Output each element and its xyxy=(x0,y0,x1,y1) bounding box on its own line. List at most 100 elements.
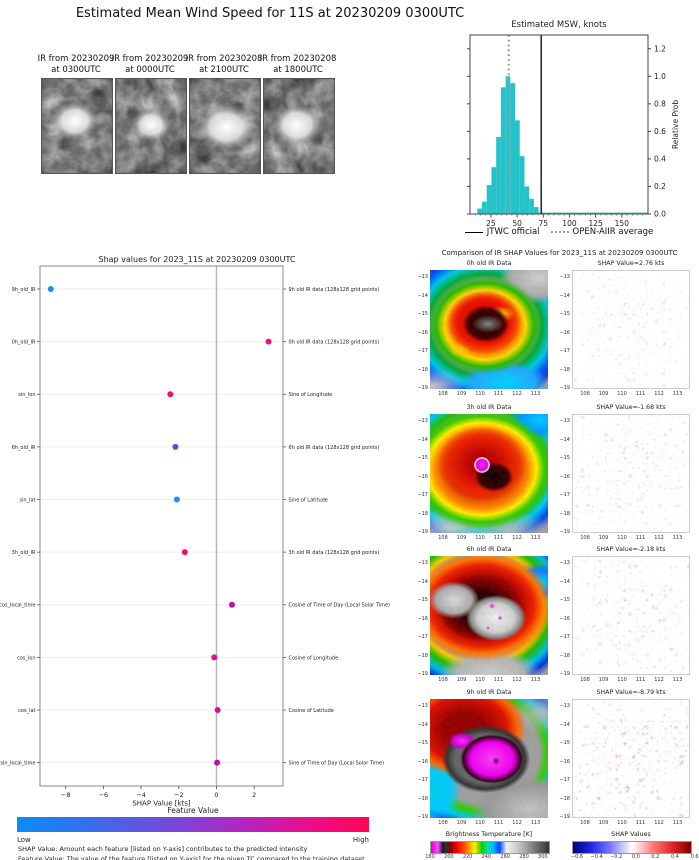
y-tick-label: −18 xyxy=(559,510,570,517)
shap-colorbar-tick-label: 0.6 xyxy=(690,854,699,860)
y-tick-label: 0.6 xyxy=(654,127,666,136)
bt-colorbar-tick-label: 220 xyxy=(462,854,473,860)
histogram-legend: JTWC official OPEN-AIIR average xyxy=(434,227,684,237)
ir-data-title: 9h old IR Data xyxy=(466,689,512,696)
blue-speckle-center xyxy=(573,700,689,817)
feature-name: sin_lat xyxy=(19,497,35,503)
x-tick-label: −6 xyxy=(99,791,109,799)
shap-value-title: SHAP Value=2.76 kts xyxy=(597,260,665,267)
y-tick-label: −14 xyxy=(559,578,570,585)
histogram-bar xyxy=(524,186,530,214)
y-tick-label: −15 xyxy=(559,597,570,603)
y-tick-label: −14 xyxy=(417,292,428,299)
shap-colorbar xyxy=(572,841,692,854)
histogram-bar xyxy=(482,201,487,214)
feature-description: 3h old IR data (128x128 grid points) xyxy=(289,550,380,556)
x-tick-label: 113 xyxy=(530,391,541,397)
shap-value-dot xyxy=(214,707,221,714)
histogram-bar xyxy=(529,198,534,214)
ir-shap-comparison-area: 0h old IR Data SHAP Value=2.76 kts 108 109 1… xyxy=(417,258,699,860)
x-tick-label: 112 xyxy=(512,677,522,683)
ir-data-plot xyxy=(430,556,548,675)
shap-noise-svg xyxy=(573,700,689,817)
shap-colorbar-tick-label: −0.2 xyxy=(610,854,623,860)
grain-noise xyxy=(430,556,548,675)
bt-colorbar-tick-label: 300 xyxy=(538,854,548,860)
bt-colorbar-tick-label: 180 xyxy=(425,854,435,860)
histogram-title: Estimated MSW, knots xyxy=(511,20,607,30)
feature-name: sin_local_time xyxy=(0,761,35,767)
bt-colorbar-tick-label: 260 xyxy=(500,854,510,860)
ir-thumbnail-image xyxy=(189,78,261,174)
y-tick-label: −17 xyxy=(417,492,428,498)
shap-value-dot xyxy=(228,601,235,608)
ir-data-plot xyxy=(430,414,548,533)
x-tick-label: 0 xyxy=(214,791,218,799)
caption-line2: at 0000UTC xyxy=(125,64,175,75)
y-tick-label: 1.0 xyxy=(654,72,666,81)
blue-speckle-center xyxy=(573,557,689,674)
y-tick-label: −13 xyxy=(417,274,428,280)
x-tick-label: 112 xyxy=(654,820,664,826)
y-tick-label: −16 xyxy=(559,329,570,336)
caption-line1: IR from 20230209 xyxy=(111,54,189,64)
ir-data-title: 3h old IR Data xyxy=(466,404,512,411)
shap-plot-title: Shap values for 2023_11S at 20230209 030… xyxy=(99,255,296,264)
ir-thumbnail-caption: IR from 20230209 at 0300UTC xyxy=(31,54,121,75)
x-tick-label: 113 xyxy=(672,677,683,683)
feature-name: 3h_old_IR xyxy=(12,550,36,556)
histogram-bar xyxy=(505,76,511,214)
comparison-title: Comparison of IR SHAP Values for 2023_11… xyxy=(441,249,678,257)
x-tick-label: 111 xyxy=(635,535,646,541)
x-tick-label: 50 xyxy=(512,219,522,228)
shap-value-dot xyxy=(47,286,54,292)
shap-value-dot xyxy=(265,338,272,345)
feature-name: cos_lon xyxy=(17,655,36,661)
vignette xyxy=(42,79,112,173)
bt-colorbar-tick-label: 240 xyxy=(481,854,492,860)
bt-colorbar xyxy=(430,841,550,854)
y-tick-label: −13 xyxy=(417,418,428,424)
x-tick-label: 75 xyxy=(539,219,549,228)
shap-value-dot xyxy=(172,443,179,450)
histogram-bar xyxy=(486,185,492,214)
x-tick-label: 109 xyxy=(456,535,467,541)
x-tick-label: 110 xyxy=(617,677,627,683)
shap-colorbar-tick-label: −0.4 xyxy=(590,854,603,860)
x-tick-label: 110 xyxy=(475,535,485,541)
ir-thumbnail-image xyxy=(41,78,113,174)
y-tick-label: −19 xyxy=(559,814,570,820)
x-tick-label: 112 xyxy=(654,677,664,683)
feature-description: Sine of Longitude xyxy=(289,392,333,398)
histogram-bar xyxy=(510,83,516,214)
y-tick-label: −18 xyxy=(417,652,428,659)
msw-histogram-area: Estimated MSW, knots 25 50 75 100 125 150 0.0 0.… xyxy=(440,14,699,246)
x-tick-label: 113 xyxy=(530,535,541,541)
y-tick-label: −16 xyxy=(559,758,570,765)
histogram-bar xyxy=(533,207,539,214)
shap-value-dot xyxy=(181,549,188,556)
y-tick-label: −13 xyxy=(559,274,570,280)
bt-colorbar-tick-label: 200 xyxy=(444,854,454,860)
y-tick-label: −13 xyxy=(559,560,570,566)
shap-dot-plot-area: Shap values for 2023_11S at 20230209 030… xyxy=(0,250,420,860)
histogram-bar xyxy=(500,87,506,214)
feature-description: Cosine of Longitude xyxy=(289,655,339,661)
x-tick-label: −4 xyxy=(136,791,146,799)
grain-noise xyxy=(430,270,548,389)
vignette xyxy=(264,79,334,173)
blue-speckle-center xyxy=(573,271,689,388)
ir-thumbnail-image xyxy=(263,78,335,174)
x-tick-label: 25 xyxy=(486,219,496,228)
y-tick-label: −15 xyxy=(559,311,570,317)
bt-colorbar-title: Brightness Temperature [K] xyxy=(445,831,533,838)
shap-value-dot xyxy=(173,496,180,503)
y-tick-label: −14 xyxy=(417,436,428,443)
shap-noise-svg xyxy=(573,557,689,674)
x-tick-label: 108 xyxy=(580,391,590,397)
x-tick-label: 113 xyxy=(530,677,541,683)
x-tick-label: 112 xyxy=(512,535,522,541)
x-tick-label: 113 xyxy=(530,820,541,826)
center-cluster xyxy=(573,700,689,817)
y-tick-label: 0.8 xyxy=(654,99,666,108)
